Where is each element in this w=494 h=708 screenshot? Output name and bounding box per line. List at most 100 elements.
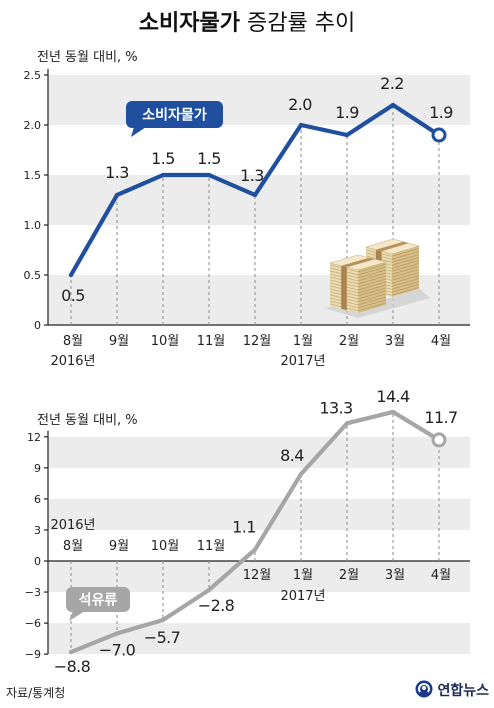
x-tick-label: 3월 <box>385 568 405 583</box>
y-tick-label: 9 <box>34 462 41 475</box>
data-label: 8.4 <box>280 446 304 465</box>
cpi-chart-unit-label: 전년 동월 대비, % <box>37 50 138 65</box>
x-tick-label: 2월 <box>339 568 359 583</box>
grid-band <box>48 561 470 593</box>
y-tick-label: 1.5 <box>24 169 42 182</box>
x-tick-label: 1월 <box>293 568 313 583</box>
data-point <box>68 649 74 655</box>
y-tick-label: 6 <box>34 493 41 506</box>
x-tick-label: 8월 <box>63 334 83 349</box>
source-label: 자료/통계청 <box>6 686 65 700</box>
data-label: −8.8 <box>54 657 91 676</box>
end-point-marker <box>431 432 447 448</box>
data-label: 13.3 <box>319 398 352 417</box>
data-point <box>252 192 258 198</box>
y-tick-label: 3 <box>34 524 41 537</box>
data-label: −5.7 <box>144 628 180 647</box>
legend-label-oil: 석유류 <box>66 587 130 621</box>
grid-band <box>48 436 470 468</box>
data-point <box>206 172 212 178</box>
cpi-chart: 0 0.5 1.0 1.5 2.0 2.5 8월 9월 10월 11월 12월 1월 2월 3월 4월 201… <box>24 69 470 369</box>
y-tick-label: 0 <box>34 555 41 568</box>
money-bundle-front <box>328 254 388 313</box>
data-point <box>160 172 166 178</box>
data-point <box>344 132 350 138</box>
x-tick-label: 9월 <box>109 334 129 349</box>
data-label: 2.0 <box>288 95 312 114</box>
x-tick-label: 4월 <box>431 334 451 349</box>
y-tick-label: 2.0 <box>24 119 42 132</box>
grid-band <box>48 175 470 225</box>
legend-text: 소비자물가 <box>142 108 207 124</box>
x-tick-label: 12월 <box>243 568 272 583</box>
y-tick-label: 1.0 <box>24 219 42 232</box>
data-label: 1.1 <box>232 518 256 537</box>
x-tick-label: 1월 <box>293 334 313 349</box>
data-point <box>252 547 258 552</box>
data-point <box>206 587 212 593</box>
oil-chart: −9 −6 −3 0 3 6 9 12 8월 9월 10월 11월 12월 1월 2월 3월 4월 2016년 20… <box>25 387 470 676</box>
x-tick-label: 9월 <box>109 539 129 554</box>
data-point <box>114 631 120 636</box>
data-label: −2.8 <box>198 596 235 615</box>
data-point <box>68 272 74 278</box>
data-label: 2.2 <box>380 74 404 93</box>
money-stack-illustration <box>324 238 430 318</box>
data-label: 0.5 <box>61 286 85 305</box>
y-tick-label: 12 <box>27 431 41 444</box>
data-point <box>298 122 304 128</box>
data-label: 14.4 <box>376 387 410 406</box>
data-label: 1.5 <box>151 149 175 168</box>
x-tick-label: 8월 <box>63 539 83 554</box>
x-tick-label: 10월 <box>151 539 180 554</box>
data-label: 1.3 <box>240 166 264 185</box>
y-tick-label: 2.5 <box>24 69 42 82</box>
data-point <box>390 102 396 108</box>
legend-box <box>126 101 223 128</box>
x-tick-label: 4월 <box>431 568 451 583</box>
page-title-regular: 증감률 추이 <box>247 11 355 36</box>
year-label: 2017년 <box>280 354 325 369</box>
grid-band <box>48 75 470 125</box>
y-tick-label: −9 <box>25 648 41 661</box>
oil-chart-unit-label: 전년 동월 대비, % <box>37 413 138 428</box>
y-tick-label: −6 <box>25 617 41 630</box>
y-tick-label: 0.5 <box>24 269 42 282</box>
x-tick-label: 2월 <box>339 334 359 349</box>
x-tick-label: 10월 <box>151 334 180 349</box>
legend-pointer <box>69 611 85 621</box>
legend-label-cpi: 소비자물가 <box>126 101 223 137</box>
year-label: 2016년 <box>50 518 95 533</box>
data-label: 1.9 <box>429 103 453 122</box>
data-label: 1.5 <box>197 149 221 168</box>
data-point <box>390 409 396 415</box>
y-tick-label: −3 <box>25 586 41 599</box>
x-tick-label: 11월 <box>197 539 226 554</box>
data-label: 1.3 <box>105 163 129 182</box>
x-tick-label: 11월 <box>197 334 226 349</box>
data-label: −7.0 <box>99 640 136 659</box>
y-tick-label: 0 <box>34 319 41 332</box>
data-point <box>114 192 120 198</box>
end-point-marker <box>431 127 447 143</box>
grid-band <box>48 623 470 655</box>
data-point <box>160 617 166 623</box>
grid-band <box>48 498 470 530</box>
legend-pointer <box>131 127 146 137</box>
x-tick-label: 12월 <box>243 334 272 349</box>
grid-bands <box>48 436 470 655</box>
data-label: 1.9 <box>335 103 359 122</box>
publisher-name: 연합뉴스 <box>437 682 489 699</box>
page-title: 소비자물가 증감률 추이 <box>139 11 355 36</box>
legend-text: 석유류 <box>79 593 118 609</box>
data-label: 11.7 <box>424 408 457 427</box>
page-title-bold: 소비자물가 <box>139 11 240 36</box>
year-label: 2017년 <box>280 589 325 604</box>
data-point <box>298 471 304 477</box>
data-points <box>68 409 447 655</box>
legend-box <box>66 587 130 612</box>
yonhap-logo-icon <box>415 680 433 698</box>
year-label: 2016년 <box>50 354 95 369</box>
data-point <box>344 421 350 426</box>
